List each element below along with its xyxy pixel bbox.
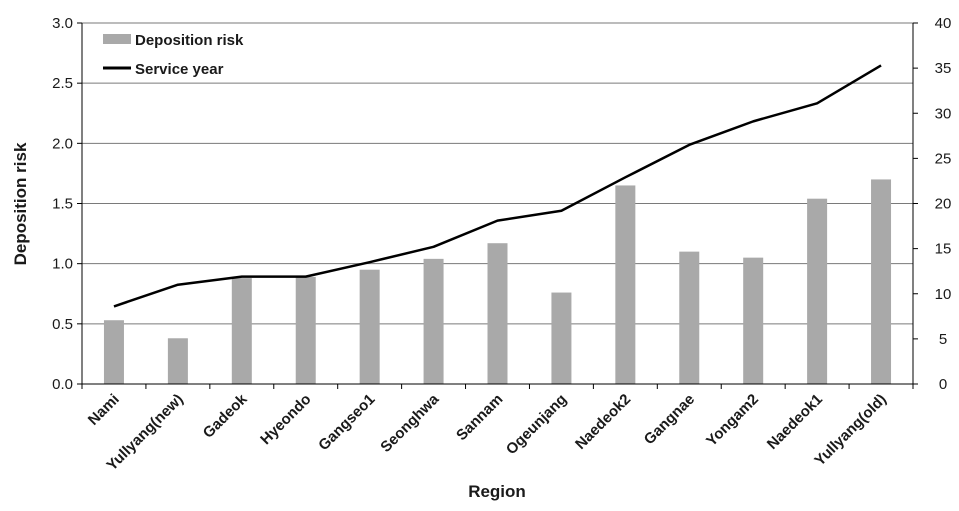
legend-label-service-year: Service year <box>135 61 224 78</box>
bar <box>423 258 444 384</box>
bar <box>743 257 764 384</box>
category-label: Nami <box>85 391 123 429</box>
y-axis-title: Deposition risk <box>11 142 30 265</box>
y2-tick-label: 0 <box>939 376 947 393</box>
y2-tick-label: 35 <box>935 60 952 77</box>
bar <box>103 320 124 384</box>
bar <box>167 338 188 384</box>
bar <box>295 276 316 384</box>
category-label: Seonghwa <box>377 390 443 456</box>
y-tick-label: 0.0 <box>52 376 73 393</box>
bar <box>551 292 572 384</box>
bar <box>231 278 252 384</box>
y2-tick-label: 40 <box>935 15 952 32</box>
bar-series <box>103 179 892 384</box>
category-label: Gadeok <box>200 390 251 441</box>
bar <box>679 251 700 384</box>
y2-tick-label: 15 <box>935 241 952 258</box>
category-label: Naedeok2 <box>572 391 634 453</box>
category-label: Gangnae <box>641 391 698 448</box>
legend-swatch-deposition-risk <box>103 34 131 44</box>
legend-label-deposition-risk: Deposition risk <box>135 32 244 49</box>
y-tick-label: 2.5 <box>52 75 73 92</box>
category-label: Gangseo1 <box>315 391 378 454</box>
y2-tick-label: 25 <box>935 150 952 167</box>
y-tick-label: 3.0 <box>52 15 73 32</box>
bar <box>487 243 508 384</box>
y2-tick-label: 20 <box>935 196 952 213</box>
category-label: Ogeunjang <box>503 391 570 458</box>
y-tick-label: 0.5 <box>52 316 73 333</box>
bar <box>807 198 828 384</box>
y2-tick-label: 10 <box>935 286 952 303</box>
y-tick-label: 1.5 <box>52 196 73 213</box>
category-label: Yongam2 <box>703 391 762 450</box>
bar <box>615 185 636 384</box>
category-label: Naedeok1 <box>764 391 826 453</box>
y-tick-label: 1.0 <box>52 256 73 273</box>
bar <box>359 269 380 384</box>
legend: Deposition risk Service year <box>103 32 244 78</box>
y-tick-label: 2.0 <box>52 135 73 152</box>
line-series <box>113 64 882 308</box>
x-axis-title: Region <box>468 482 526 501</box>
category-label: Sannam <box>453 391 506 444</box>
y2-tick-label: 5 <box>939 331 947 348</box>
left-axis-ticks: 0.0 0.5 1.0 1.5 2.0 2.5 3.0 <box>52 15 82 393</box>
category-label: Hyeondo <box>257 391 314 448</box>
right-axis-ticks: 0 5 10 15 20 25 30 35 40 <box>913 15 951 393</box>
y2-tick-label: 30 <box>935 105 952 122</box>
bar <box>871 179 892 384</box>
